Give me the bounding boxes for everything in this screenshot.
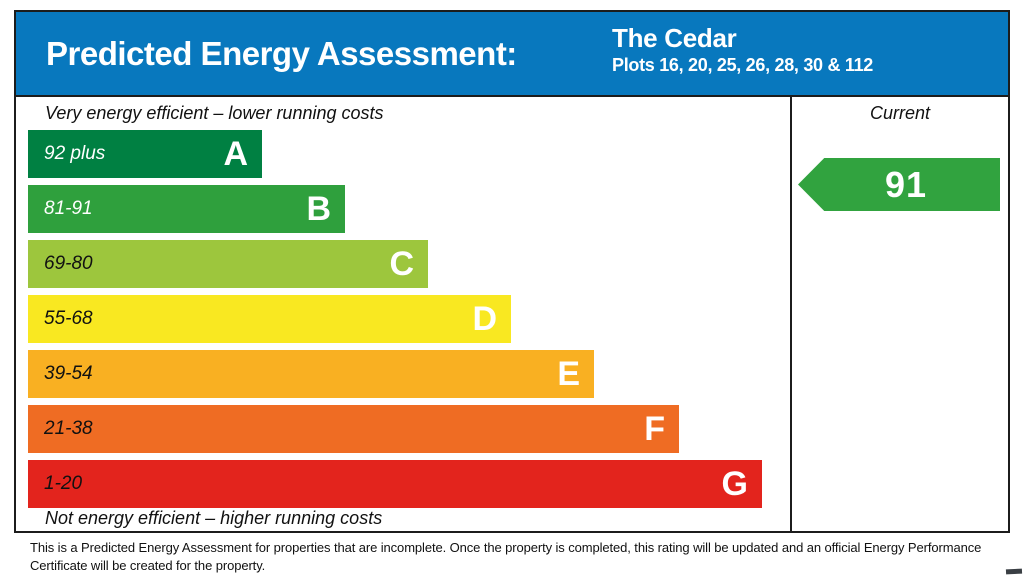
band-row-C: 69-80 C xyxy=(28,240,428,288)
band-row-D: 55-68 D xyxy=(28,295,511,343)
band-range-label: 21-38 xyxy=(44,418,93,439)
current-column-label: Current xyxy=(869,103,931,123)
scan-corner-artifact xyxy=(1005,568,1023,575)
band-letter-label: E xyxy=(557,355,580,393)
band-row-A: 92 plus A xyxy=(28,130,262,178)
band-row-E: 39-54 E xyxy=(28,350,594,398)
band-range-label: 92 plus xyxy=(44,143,106,164)
band-letter-label: D xyxy=(472,300,497,338)
band-range-label: 81-91 xyxy=(44,198,93,219)
current-rating-arrow: 91 xyxy=(798,158,1000,211)
rating-chart-area: Very energy efficient – lower running co… xyxy=(16,97,1008,531)
bottom-caption: Not energy efficient – higher running co… xyxy=(45,508,383,528)
header-banner: Predicted Energy Assessment: The Cedar P… xyxy=(16,12,1008,97)
band-row-G: 1-20 G xyxy=(28,460,762,508)
property-info: The Cedar Plots 16, 20, 25, 26, 28, 30 &… xyxy=(612,24,873,76)
current-rating-value: 91 xyxy=(884,163,928,205)
column-divider xyxy=(790,97,792,531)
band-row-F: 21-38 F xyxy=(28,405,679,453)
band-range-label: 39-54 xyxy=(44,363,93,384)
property-name: The Cedar xyxy=(612,23,737,53)
band-letter-label: C xyxy=(389,245,414,283)
band-letter-label: B xyxy=(306,190,331,228)
band-range-label: 1-20 xyxy=(44,473,83,494)
property-plots: Plots 16, 20, 25, 26, 28, 30 & 112 xyxy=(612,54,873,75)
footer-disclaimer: This is a Predicted Energy Assessment fo… xyxy=(30,540,982,573)
page-title: Predicted Energy Assessment: xyxy=(46,34,517,72)
band-letter-label: A xyxy=(223,135,248,173)
band-range-label: 55-68 xyxy=(44,308,93,329)
top-caption: Very energy efficient – lower running co… xyxy=(45,103,384,123)
band-letter-label: G xyxy=(721,465,748,503)
band-range-label: 69-80 xyxy=(44,253,93,274)
band-letter-label: F xyxy=(644,410,665,448)
band-row-B: 81-91 B xyxy=(28,185,345,233)
epc-certificate-box: Predicted Energy Assessment: The Cedar P… xyxy=(14,10,1010,533)
